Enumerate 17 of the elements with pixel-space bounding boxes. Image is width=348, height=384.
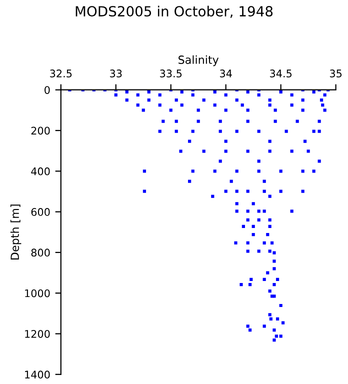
y-tick-label: 0: [44, 86, 50, 94]
chart-title: MODS2005 in October, 1948: [76, 6, 273, 18]
x-tick-label: 33.5: [160, 70, 182, 78]
x-tick-label: 35: [330, 70, 342, 78]
y-tick-label: 200: [31, 126, 50, 135]
y-axis-title: Depth [m]: [10, 204, 22, 260]
x-tick-label: 32.5: [50, 70, 72, 78]
y-tick-label: 1200: [25, 330, 50, 338]
x-tick-label: 34: [220, 70, 232, 78]
y-tick-label: 600: [31, 208, 50, 216]
y-tick-label: 1000: [25, 289, 50, 298]
y-tick-label: 1400: [25, 370, 50, 379]
x-axis-title: Salinity: [178, 55, 219, 66]
x-tick-label: 34.5: [270, 70, 292, 78]
y-tick-label: 400: [31, 167, 50, 176]
y-tick-label: 800: [31, 248, 50, 257]
x-tick-label: 33: [110, 70, 122, 78]
